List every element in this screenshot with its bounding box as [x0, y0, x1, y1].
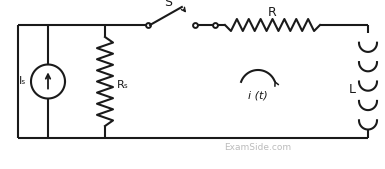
Text: Rₛ: Rₛ — [117, 80, 129, 91]
Text: S: S — [164, 0, 172, 9]
Text: ExamSide.com: ExamSide.com — [224, 143, 291, 152]
Text: i (t): i (t) — [248, 91, 268, 101]
Text: R: R — [268, 6, 277, 19]
Text: Iₛ: Iₛ — [19, 77, 27, 87]
Text: L: L — [348, 83, 355, 96]
